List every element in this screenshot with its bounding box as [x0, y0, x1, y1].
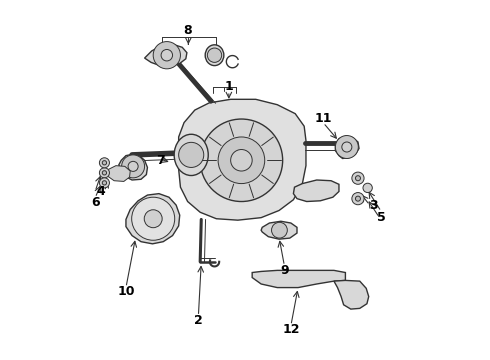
Circle shape [363, 183, 372, 193]
Circle shape [102, 171, 107, 175]
Text: 5: 5 [377, 211, 386, 224]
Circle shape [342, 142, 352, 152]
Circle shape [122, 155, 145, 178]
Polygon shape [119, 154, 147, 180]
Circle shape [335, 135, 358, 158]
Circle shape [102, 181, 107, 185]
Ellipse shape [174, 134, 208, 176]
Circle shape [132, 197, 175, 240]
Circle shape [153, 41, 180, 69]
Circle shape [271, 222, 287, 238]
Circle shape [200, 119, 283, 202]
Polygon shape [126, 194, 180, 244]
Text: 11: 11 [315, 112, 332, 125]
Polygon shape [107, 166, 130, 181]
Polygon shape [179, 99, 306, 220]
Circle shape [161, 49, 172, 61]
Circle shape [99, 178, 109, 188]
Circle shape [352, 193, 364, 205]
Polygon shape [145, 44, 187, 66]
Circle shape [102, 161, 107, 165]
Circle shape [352, 172, 364, 184]
Text: 9: 9 [280, 264, 289, 277]
Text: 6: 6 [91, 196, 99, 209]
Text: 1: 1 [224, 80, 233, 93]
Text: 7: 7 [156, 154, 165, 167]
Circle shape [179, 142, 204, 167]
Circle shape [231, 149, 252, 171]
Ellipse shape [205, 45, 224, 66]
Polygon shape [252, 270, 345, 288]
Circle shape [128, 161, 138, 171]
Circle shape [218, 137, 265, 184]
Circle shape [207, 48, 221, 62]
Text: 8: 8 [183, 24, 192, 37]
Circle shape [99, 158, 109, 168]
Text: 2: 2 [194, 314, 203, 327]
Text: 4: 4 [97, 185, 105, 198]
Polygon shape [335, 136, 359, 158]
Text: 10: 10 [117, 285, 135, 298]
Circle shape [144, 210, 162, 228]
Text: 3: 3 [369, 199, 378, 212]
Circle shape [355, 176, 361, 181]
Circle shape [99, 168, 109, 178]
Polygon shape [294, 180, 339, 202]
Circle shape [355, 196, 361, 201]
Text: 12: 12 [282, 323, 300, 336]
Polygon shape [334, 280, 368, 309]
Polygon shape [261, 221, 297, 239]
